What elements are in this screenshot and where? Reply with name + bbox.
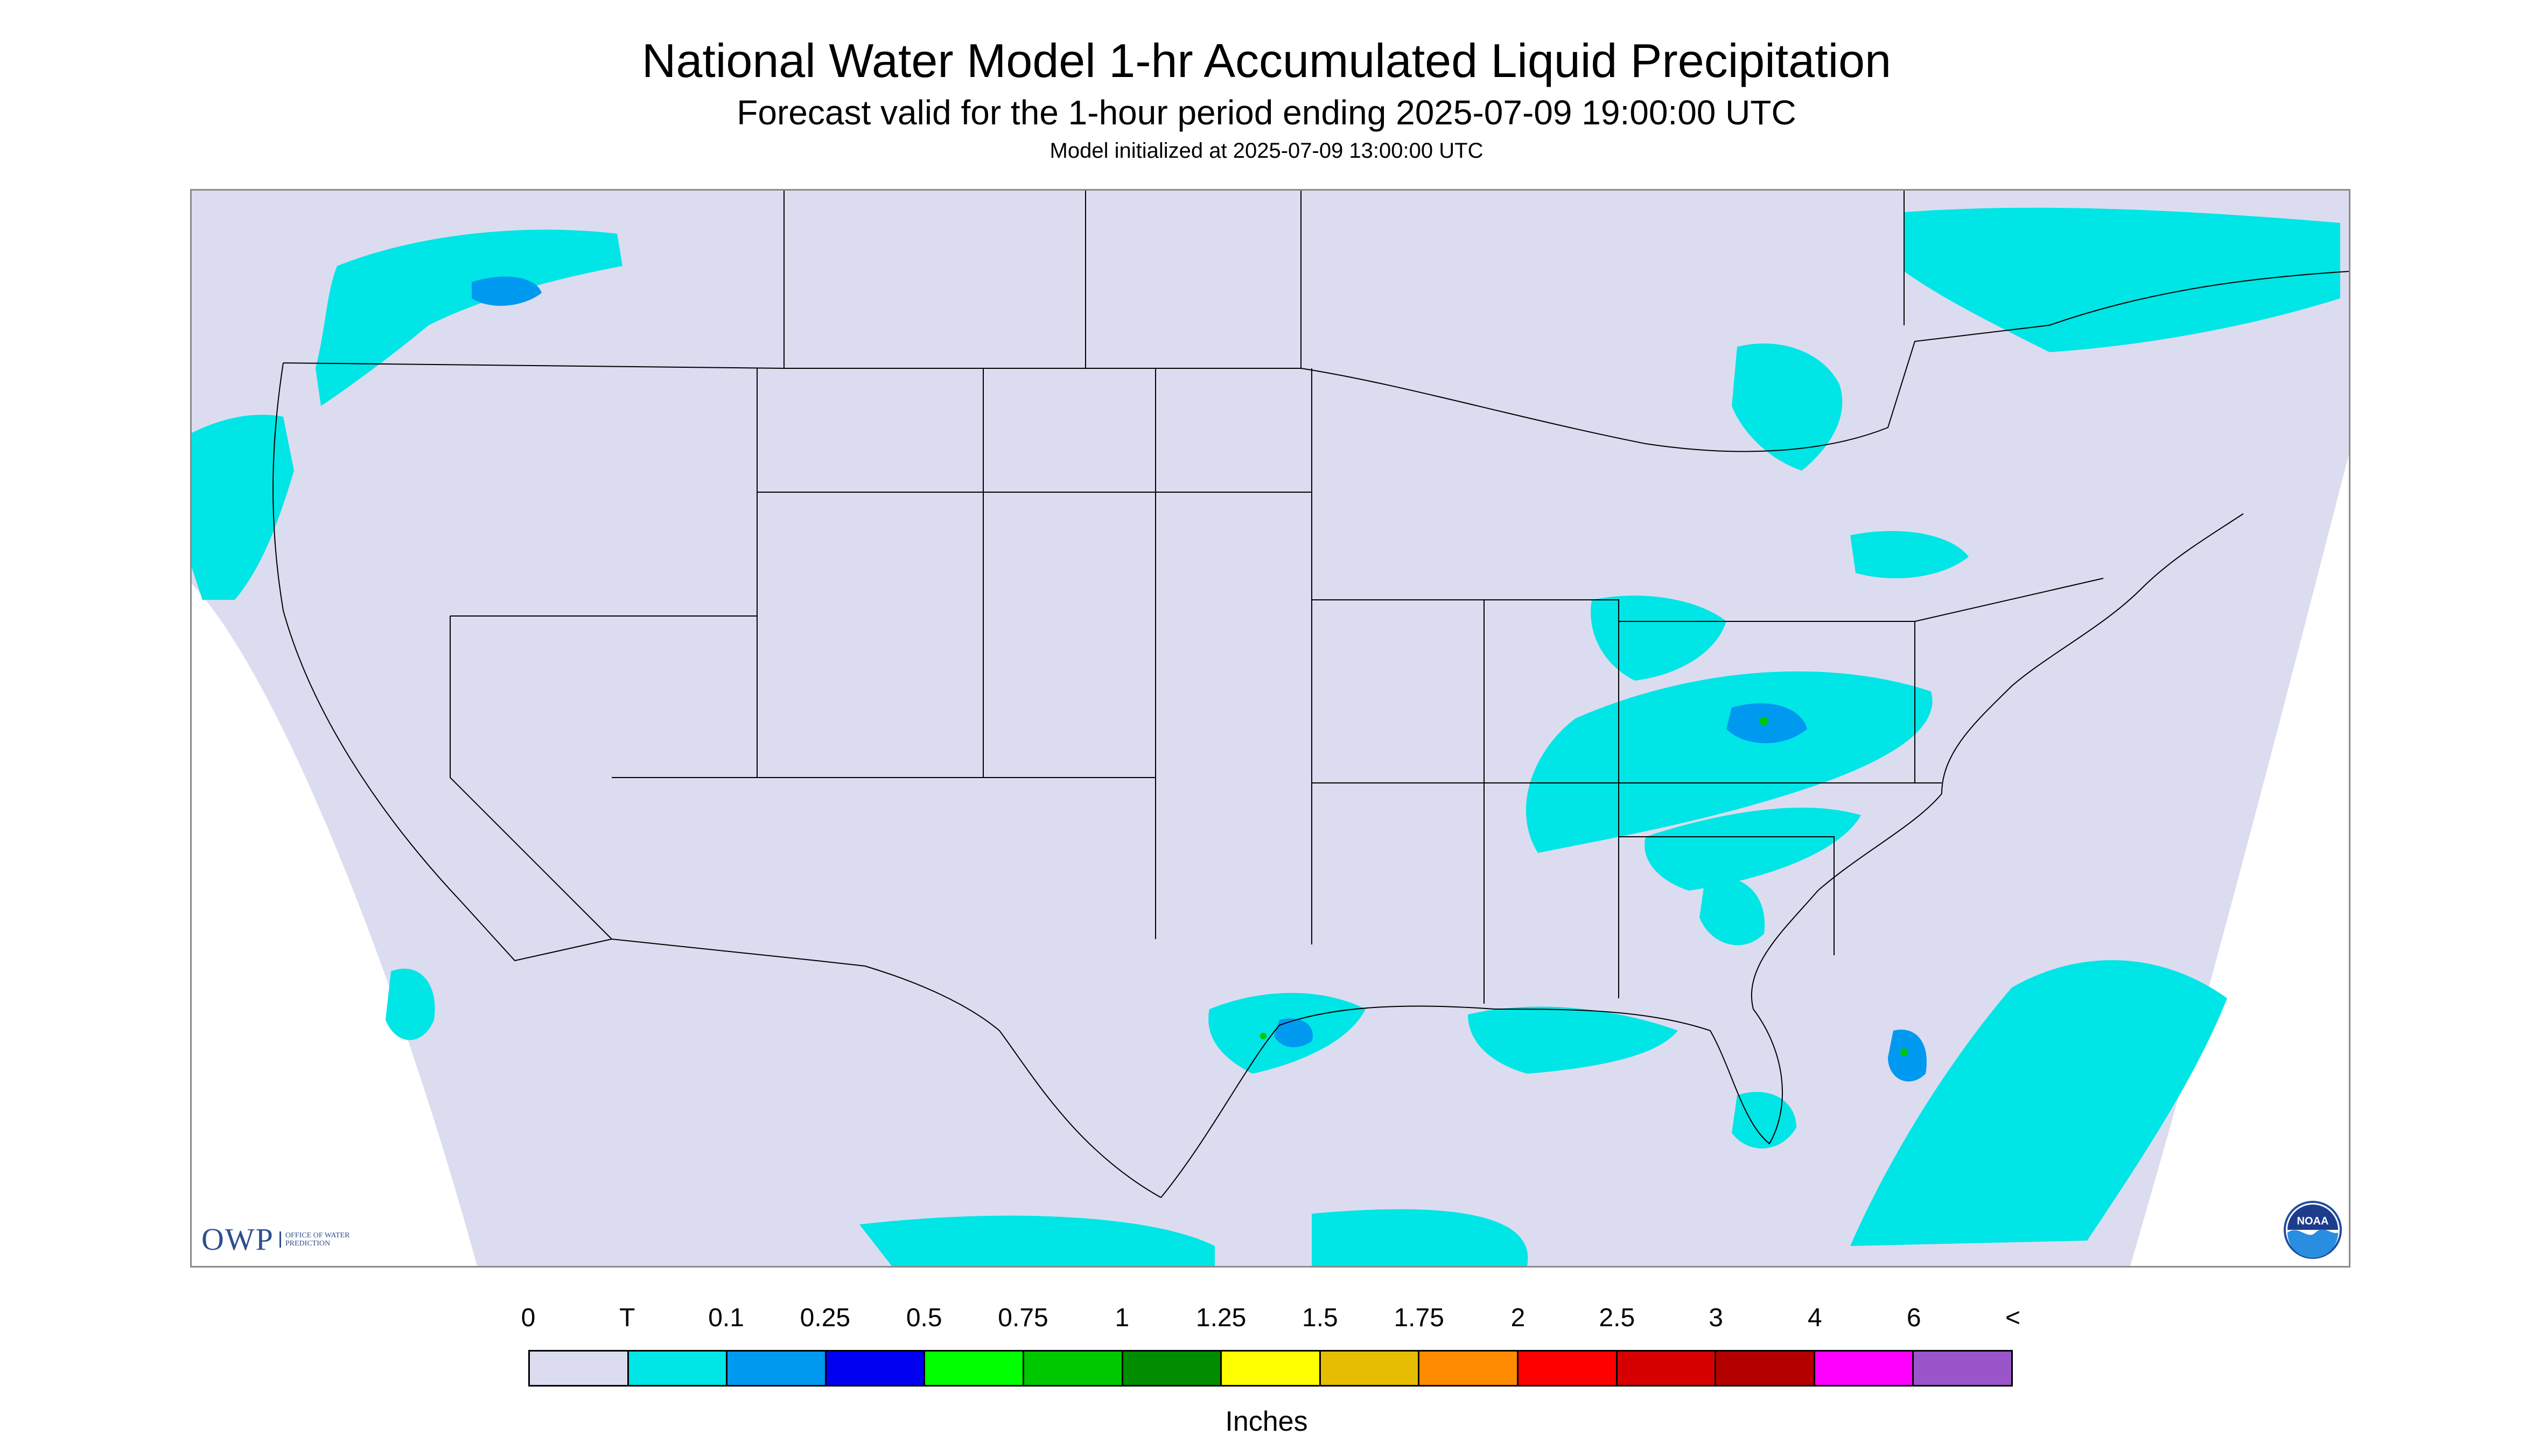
legend-label-4: 0.5	[906, 1304, 942, 1332]
precipitation-map: OWP OFFICE OF WATER PREDICTION NOAA	[190, 189, 2350, 1268]
legend-swatch-1	[628, 1352, 728, 1385]
gulf-coast	[1160, 793, 1942, 1198]
legend-label-12: 3	[1709, 1304, 1723, 1332]
forecast-valid-subtitle: Forecast valid for the 1-hour period end…	[737, 93, 1796, 132]
precip-cell-ohio	[1760, 717, 1768, 725]
legend-labels: 0 T 0.1 0.25 0.5 0.75 1 1.25 1.5 1.75 2 2.5 3 4 6 <	[0, 1303, 2533, 1335]
precip-carolinas	[1699, 877, 1765, 946]
precip-trace-areas	[192, 207, 2340, 1266]
precip-cell-atlantic	[1900, 1048, 1908, 1056]
noaa-logo-sky	[2287, 1205, 2338, 1230]
precip-great-lakes	[1591, 596, 1726, 681]
precip-oregon-coast	[192, 415, 294, 600]
legend-label-6: 1	[1115, 1304, 1130, 1332]
owp-logo: OWP OFFICE OF WATER PREDICTION	[201, 1221, 355, 1257]
legend-swatch-3	[826, 1352, 926, 1385]
legend-label-9: 1.75	[1394, 1304, 1444, 1332]
legend-swatch-14	[1914, 1352, 2011, 1385]
west-coast	[272, 362, 612, 962]
precip-lake-erie	[1850, 531, 1969, 578]
precip-core-atlantic	[1888, 1030, 1927, 1082]
legend-swatch-0	[530, 1352, 629, 1385]
legend-label-2: 0.1	[708, 1304, 744, 1332]
boundaries	[272, 191, 2349, 1198]
noaa-logo: NOAA	[2284, 1201, 2342, 1259]
map-canvas	[192, 191, 2349, 1266]
legend-swatch-11	[1617, 1352, 1717, 1385]
legend-swatch-10	[1518, 1352, 1618, 1385]
state-line-14	[450, 616, 612, 940]
precip-ohio-valley	[1526, 671, 1933, 853]
legend-swatch-4	[925, 1352, 1024, 1385]
us-mexico-border	[611, 939, 1161, 1198]
legend-swatch-12	[1716, 1352, 1815, 1385]
legend-label-10: 2	[1510, 1304, 1526, 1332]
legend-swatch-2	[727, 1352, 827, 1385]
owp-logo-subtitle: OFFICE OF WATER PREDICTION	[279, 1231, 355, 1248]
map-title: National Water Model 1-hr Accumulated Li…	[641, 34, 1892, 87]
precip-mexico-south	[859, 1215, 1215, 1266]
precip-atlantic-offshore	[1850, 960, 2227, 1246]
precip-appalachia	[1645, 807, 1861, 891]
legend-swatch-9	[1419, 1352, 1519, 1385]
state-line-11	[1619, 836, 1835, 955]
precip-cell-texas-coast	[1260, 1033, 1266, 1039]
noaa-logo-text: NOAA	[2297, 1215, 2329, 1227]
legend-swatch-7	[1222, 1352, 1321, 1385]
legend-units-label: Inches	[1225, 1406, 1308, 1437]
precip-heavy-cells	[1260, 717, 1908, 1056]
legend-label-0: 0	[521, 1304, 536, 1332]
precip-ontario	[1732, 343, 1843, 471]
precip-florida-east	[1732, 1091, 1796, 1149]
precip-canada-east	[1904, 207, 2340, 352]
noaa-logo-wave	[2287, 1229, 2338, 1258]
precip-pacific-northwest	[316, 229, 622, 406]
legend-swatch-5	[1024, 1352, 1123, 1385]
model-init-line: Model initialized at 2025-07-09 13:00:00…	[1049, 139, 1484, 163]
precip-core-gulf-coast	[1274, 1018, 1313, 1047]
us-canada-border	[283, 271, 2349, 452]
legend-label-5: 0.75	[998, 1304, 1048, 1332]
legend-label-11: 2.5	[1599, 1304, 1635, 1332]
legend-label-3: 0.25	[800, 1304, 851, 1332]
owp-logo-letters: OWP	[201, 1222, 274, 1257]
legend-colorbar	[528, 1350, 2013, 1387]
legend-label-1: T	[619, 1304, 635, 1332]
precip-pacific-offshore	[386, 968, 435, 1040]
legend-label-14: 6	[1906, 1304, 1921, 1332]
legend-swatch-8	[1320, 1352, 1420, 1385]
legend-label-7: 1.25	[1195, 1304, 1247, 1332]
precip-gulf-of-mexico	[1468, 1006, 1678, 1074]
legend-swatch-6	[1123, 1352, 1222, 1385]
state-line-13	[1914, 578, 2104, 622]
legend-swatch-13	[1815, 1352, 1914, 1385]
legend-label-15: <	[2005, 1304, 2021, 1332]
precip-gulf-south	[1312, 1209, 1528, 1266]
precip-core-washington	[472, 276, 542, 306]
legend-label-13: 4	[1808, 1304, 1822, 1332]
legend-label-8: 1.5	[1302, 1304, 1338, 1332]
east-coast	[1941, 513, 2244, 794]
state-line-8	[1312, 599, 1619, 998]
